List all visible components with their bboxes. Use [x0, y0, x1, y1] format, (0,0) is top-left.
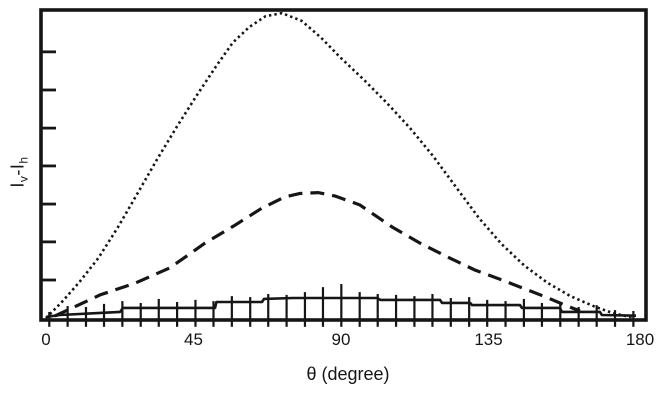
y-label-sub-h: h — [16, 156, 31, 164]
y-label-minus: - — [7, 169, 28, 176]
x-tick-label-90: 90 — [331, 330, 351, 349]
x-tick-label-45: 45 — [184, 330, 203, 349]
y-label-sub-v: v — [16, 175, 31, 183]
y-label-I2: I — [7, 163, 28, 170]
solid-series-line — [45, 296, 637, 319]
y-label-I1: I — [7, 182, 28, 188]
x-axis-label: θ (degree) — [306, 364, 390, 384]
x-tick-label-0: 0 — [41, 330, 51, 349]
dotted-series-line — [45, 11, 633, 320]
dashed-series-line — [54, 190, 581, 318]
x-tick-label-135: 135 — [474, 330, 503, 349]
y-axis-label: Iv-Ih — [8, 156, 31, 187]
x-tick-label-180: 180 — [625, 330, 655, 349]
axes-frame — [39, 8, 648, 322]
